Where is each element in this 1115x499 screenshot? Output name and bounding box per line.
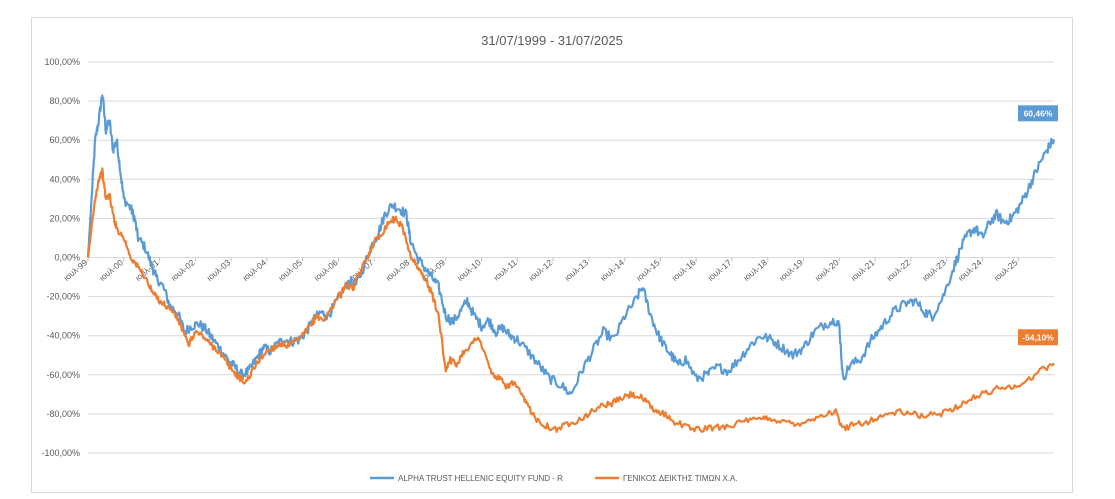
series-line-2 xyxy=(86,167,1055,433)
x-tick-label: ιουλ-24 xyxy=(956,257,984,283)
x-tick-label: ιουλ-08 xyxy=(384,257,412,283)
x-tick-label: ιουλ-05 xyxy=(276,257,304,283)
x-axis: ιουλ-99 ιουλ-00 ιουλ-01 ιουλ-02 ιουλ-03 ιουλ-… xyxy=(62,257,1020,283)
x-tick-label: ιουλ-16 xyxy=(670,257,698,283)
x-tick-label: ιουλ-17 xyxy=(706,257,734,283)
x-tick-label: ιουλ-12 xyxy=(527,257,555,283)
y-tick-label: -40,00% xyxy=(46,331,80,341)
y-tick-label: -20,00% xyxy=(46,292,80,302)
end-labels: 60,46% -54,10% xyxy=(1018,105,1058,346)
end-label-badge xyxy=(1018,105,1058,122)
x-tick-label: ιουλ-14 xyxy=(598,257,626,283)
series-lines xyxy=(86,94,1056,433)
end-label-text: -54,10% xyxy=(1022,332,1054,342)
x-tick-label: ιουλ-25 xyxy=(992,257,1020,283)
legend-label: ΓΕΝΙΚΟΣ ΔΕΙΚΤΗΣ ΤΙΜΩΝ Χ.Α. xyxy=(623,474,738,483)
legend-label: ALPHA TRUST HELLENIC EQUITY FUND - R xyxy=(398,474,563,483)
y-tick-label: -80,00% xyxy=(46,409,80,419)
y-tick-label: -100,00% xyxy=(41,448,80,458)
x-tick-label: ιουλ-22 xyxy=(884,257,912,283)
x-tick-label: ιουλ-13 xyxy=(562,257,590,283)
x-tick-label: ιουλ-10 xyxy=(455,257,483,283)
legend: ALPHA TRUST HELLENIC EQUITY FUND - R ΓΕΝΙ… xyxy=(370,474,738,483)
x-tick-label: ιουλ-06 xyxy=(312,257,340,283)
chart-frame: 100,00% 80,00% 60,00% 40,00% 20,00% 0,00% -20,… xyxy=(31,17,1073,493)
x-tick-label: ιουλ-23 xyxy=(920,257,948,283)
x-tick-label: ιουλ-11 xyxy=(491,257,518,282)
y-tick-label: -60,00% xyxy=(46,370,80,380)
y-axis-ticks: 100,00% 80,00% 60,00% 40,00% 20,00% 0,00% -20,… xyxy=(41,57,80,458)
x-tick-label: ιουλ-21 xyxy=(849,257,877,283)
y-tick-label: 60,00% xyxy=(49,135,80,145)
x-tick-label: ιουλ-20 xyxy=(813,257,841,283)
end-label-text: 60,46% xyxy=(1024,108,1053,118)
x-tick-label: ιουλ-19 xyxy=(777,257,805,283)
series-line-1 xyxy=(86,94,1056,396)
x-tick-label: ιουλ-15 xyxy=(634,257,662,283)
x-tick-label: ιουλ-03 xyxy=(205,257,233,283)
chart-title: 31/07/1999 - 31/07/2025 xyxy=(481,33,623,48)
y-tick-label: 80,00% xyxy=(49,96,80,106)
y-tick-label: 40,00% xyxy=(49,174,80,184)
line-chart: 100,00% 80,00% 60,00% 40,00% 20,00% 0,00% -20,… xyxy=(41,33,1058,483)
y-tick-label: 100,00% xyxy=(44,57,80,67)
y-tick-label: 0,00% xyxy=(54,253,80,263)
end-label-badge xyxy=(1018,329,1058,346)
x-tick-label: ιουλ-02 xyxy=(169,257,197,283)
x-tick-label: ιουλ-00 xyxy=(97,257,125,283)
y-tick-label: 20,00% xyxy=(49,213,80,223)
x-tick-label: ιουλ-18 xyxy=(741,257,769,283)
x-tick-label: ιουλ-04 xyxy=(240,257,268,283)
